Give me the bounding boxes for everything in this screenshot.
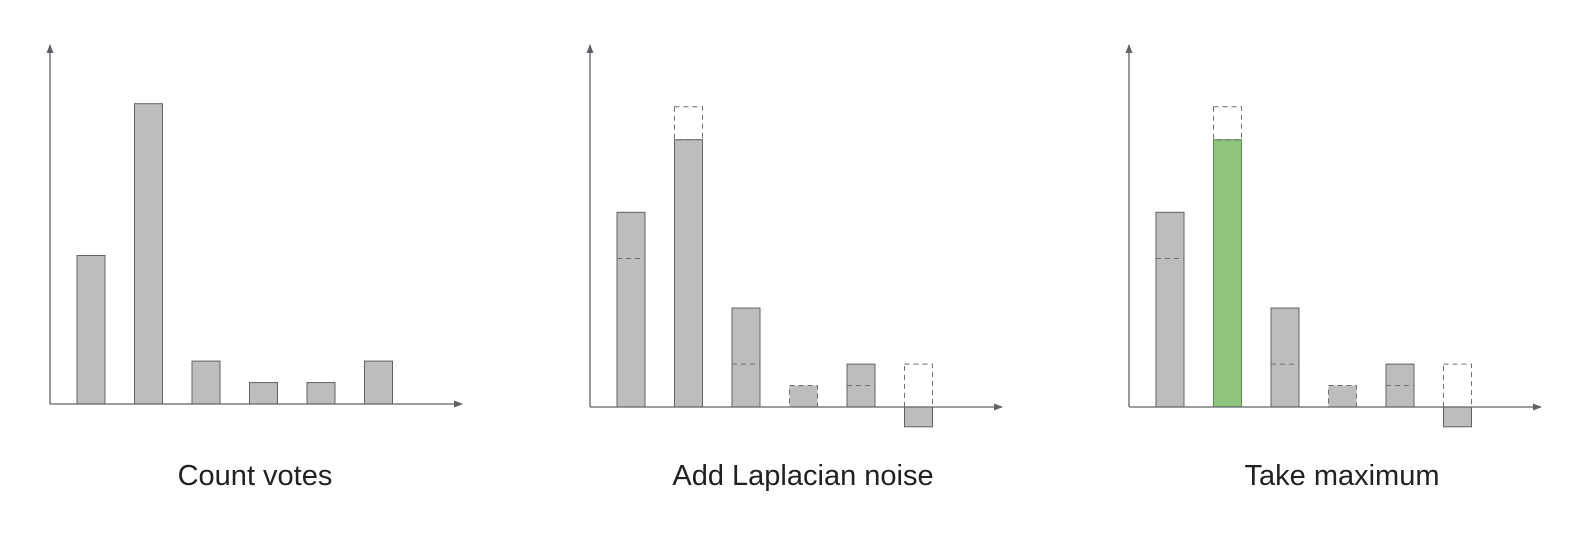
noisy-bar [904,406,933,428]
vote-bar [306,382,336,405]
noisy-bar [789,385,818,408]
vote-bar [76,255,106,405]
original-outline [1213,106,1242,141]
panel-add-laplacian-noise [586,44,1003,428]
caption-take-maximum: Take maximum [1244,460,1440,492]
vote-bar [249,382,278,405]
panel-count-votes [46,44,463,408]
noisy-bar [616,211,646,408]
caption-add-laplacian-noise: Add Laplacian noise [672,460,934,492]
noisy-bar [1443,406,1472,428]
vote-bar [134,103,163,405]
winner-bar [1213,139,1242,408]
original-outline [1443,363,1472,408]
panel-take-maximum [1125,44,1542,428]
noisy-bar [1270,307,1300,408]
original-outline [904,363,933,408]
caption-count-votes: Count votes [177,460,333,492]
noisy-bar [674,139,703,408]
vote-bar [191,360,221,405]
noisy-bar [731,307,761,408]
vote-bar [364,360,393,405]
noisy-bar [1328,385,1357,408]
original-outline [674,106,703,141]
noisy-bar [1155,211,1185,408]
